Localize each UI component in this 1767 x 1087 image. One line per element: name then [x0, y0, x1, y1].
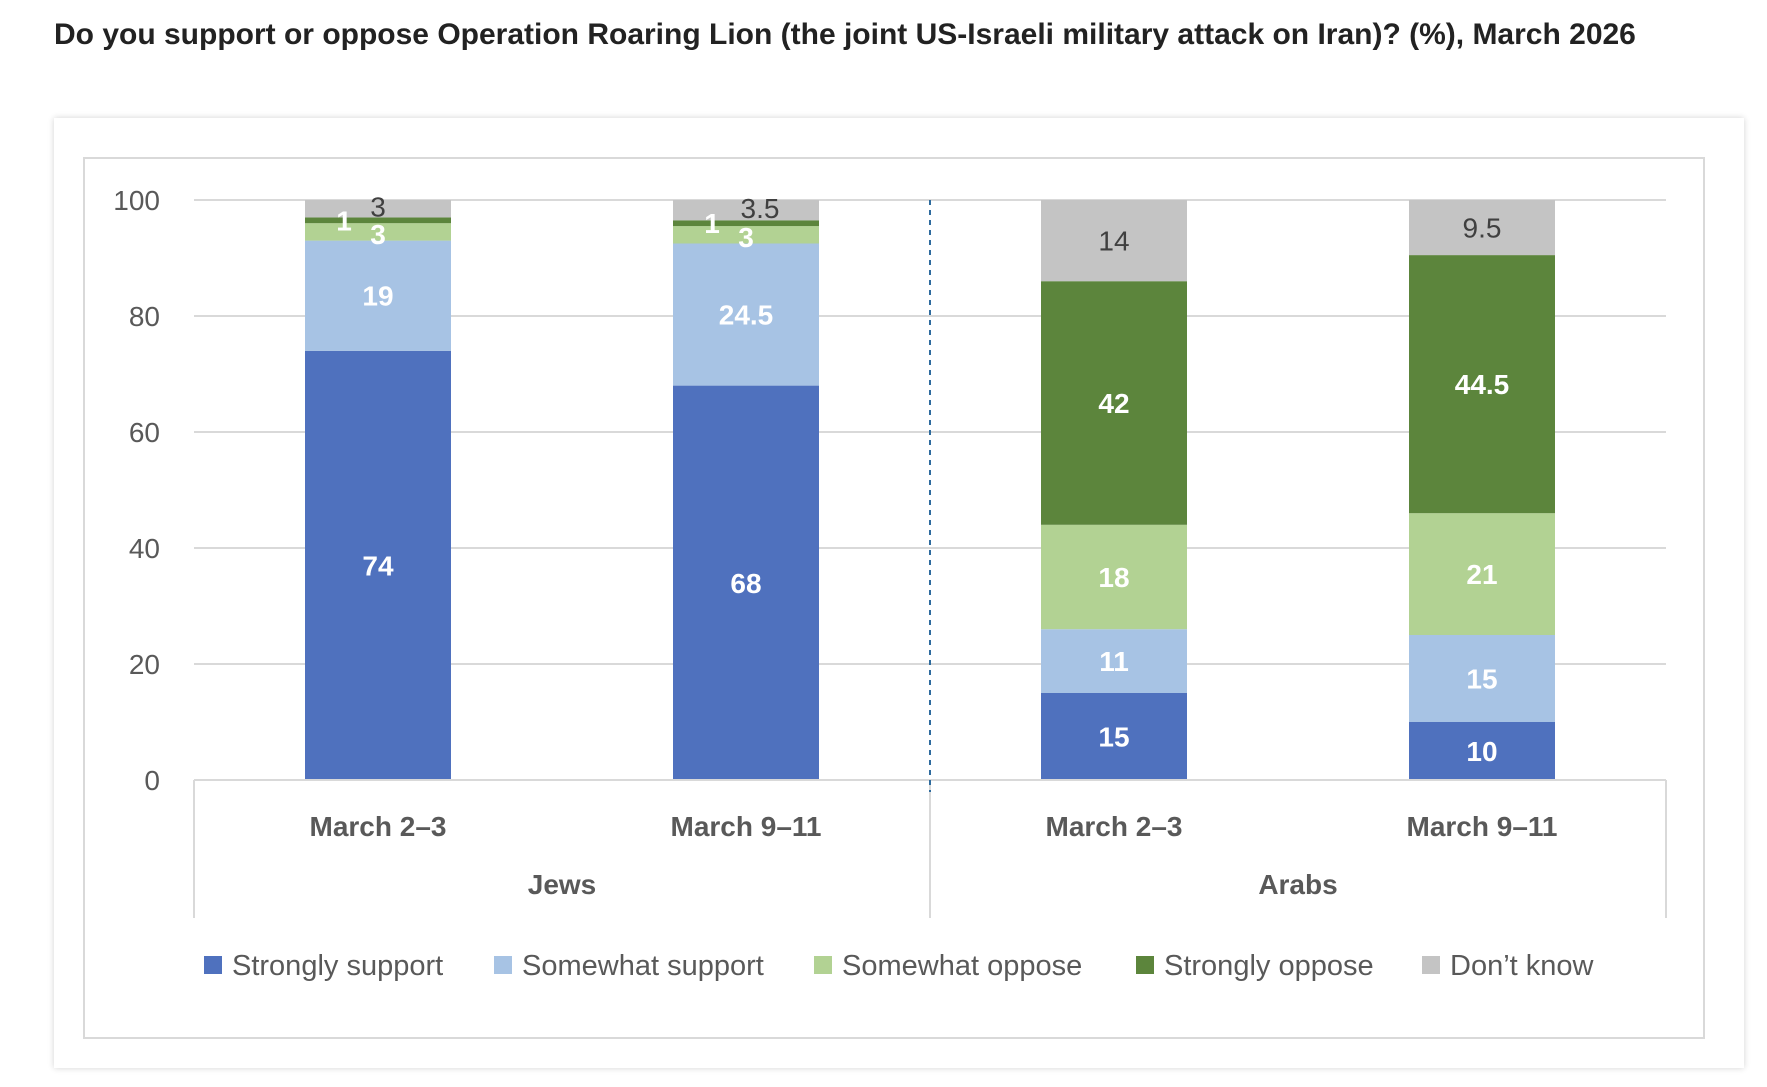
data-label-somewhat_oppose: 3 [738, 222, 754, 253]
legend-item-somewhat_oppose: Somewhat oppose [814, 950, 1082, 982]
data-label-strongly_oppose: 1 [336, 205, 352, 236]
y-tick-label: 60 [129, 417, 160, 448]
bar-segment-somewhat_support [305, 240, 451, 351]
bar-segment-somewhat_oppose [673, 226, 819, 244]
bar-segment-strongly_oppose [1041, 281, 1187, 525]
y-tick-label: 0 [144, 765, 160, 796]
x-group-label: Jews [528, 869, 597, 900]
legend-item-strongly_oppose: Strongly oppose [1136, 950, 1374, 982]
legend-label: Somewhat oppose [842, 950, 1082, 982]
data-label-strongly_support: 68 [730, 568, 761, 599]
bar-segment-dont_know [673, 200, 819, 221]
bar-segment-strongly_support [1409, 722, 1555, 780]
legend-swatch [494, 956, 512, 974]
data-label-somewhat_oppose: 18 [1098, 562, 1129, 593]
legend-item-somewhat_support: Somewhat support [494, 950, 764, 982]
bar-segment-somewhat_oppose [1041, 524, 1187, 630]
bar-segment-dont_know [305, 200, 451, 218]
data-label-somewhat_support: 11 [1099, 646, 1129, 677]
data-label-strongly_support: 74 [362, 550, 394, 581]
data-label-strongly_oppose: 44.5 [1455, 369, 1510, 400]
y-tick-label: 20 [129, 649, 160, 680]
legend-label: Strongly support [232, 950, 443, 982]
x-category-label: March 9–11 [1407, 811, 1558, 842]
bar-segment-dont_know [1041, 200, 1187, 282]
bar-segment-somewhat_support [673, 243, 819, 386]
data-label-strongly_oppose: 42 [1098, 388, 1129, 419]
legend-swatch [204, 956, 222, 974]
legend-item-strongly_support: Strongly support [204, 950, 443, 982]
bar-segment-somewhat_oppose [1409, 513, 1555, 635]
x-category-label: March 9–11 [671, 811, 822, 842]
y-tick-label: 40 [129, 533, 160, 564]
bar-segment-somewhat_support [1041, 629, 1187, 693]
data-label-strongly_oppose: 1 [704, 208, 720, 239]
data-label-strongly_support: 15 [1098, 722, 1129, 753]
bar-segment-strongly_oppose [1409, 255, 1555, 514]
bars [305, 200, 1555, 780]
bar-segment-strongly_oppose [673, 220, 819, 227]
data-label-dont_know: 3.5 [741, 193, 780, 224]
legend-swatch [1136, 956, 1154, 974]
bar-segment-strongly_support [1041, 693, 1187, 780]
y-tick-label: 80 [129, 301, 160, 332]
bar-segment-dont_know [1409, 200, 1555, 256]
legend-swatch [814, 956, 832, 974]
x-group-label: Arabs [1258, 869, 1337, 900]
bar-segment-strongly_support [305, 350, 451, 780]
bar-segment-somewhat_oppose [305, 223, 451, 241]
x-category-label: March 2–3 [1046, 811, 1183, 842]
data-label-dont_know: 3 [370, 192, 386, 223]
plot-frame [83, 157, 1705, 1039]
data-label-somewhat_support: 19 [362, 281, 393, 312]
data-label-dont_know: 14 [1098, 226, 1129, 257]
data-label-strongly_support: 10 [1466, 736, 1497, 767]
chart-card: 0 20 40 60 80 100 74 19 3 1 3 68 24.5 3 1 3.5 15 11 18 42 1… [54, 118, 1744, 1068]
y-axis-ticks: 0 20 40 60 80 100 [113, 185, 160, 796]
legend-swatch [1422, 956, 1440, 974]
bar-segment-strongly_support [673, 385, 819, 780]
x-axis: March 2–3 March 9–11 March 2–3 March 9–11 Je… [193, 200, 1667, 918]
legend-label: Don’t know [1450, 950, 1595, 982]
data-label-somewhat_oppose: 3 [370, 219, 386, 250]
bar-segment-strongly_oppose [305, 217, 451, 224]
x-category-label: March 2–3 [310, 811, 447, 842]
data-label-somewhat_support: 15 [1466, 664, 1497, 695]
legend-item-dont_know: Don’t know [1422, 950, 1595, 982]
data-label-dont_know: 9.5 [1463, 213, 1502, 244]
data-label-somewhat_oppose: 21 [1466, 559, 1497, 590]
y-tick-label: 100 [113, 185, 160, 216]
legend-label: Somewhat support [522, 950, 764, 982]
bar-segment-somewhat_support [1409, 635, 1555, 722]
legend-label: Strongly oppose [1164, 950, 1374, 982]
legend: Strongly support Somewhat support Somewhat… [204, 950, 1595, 982]
data-label-somewhat_support: 24.5 [719, 300, 774, 331]
chart-title: Do you support or oppose Operation Roari… [54, 18, 1636, 51]
